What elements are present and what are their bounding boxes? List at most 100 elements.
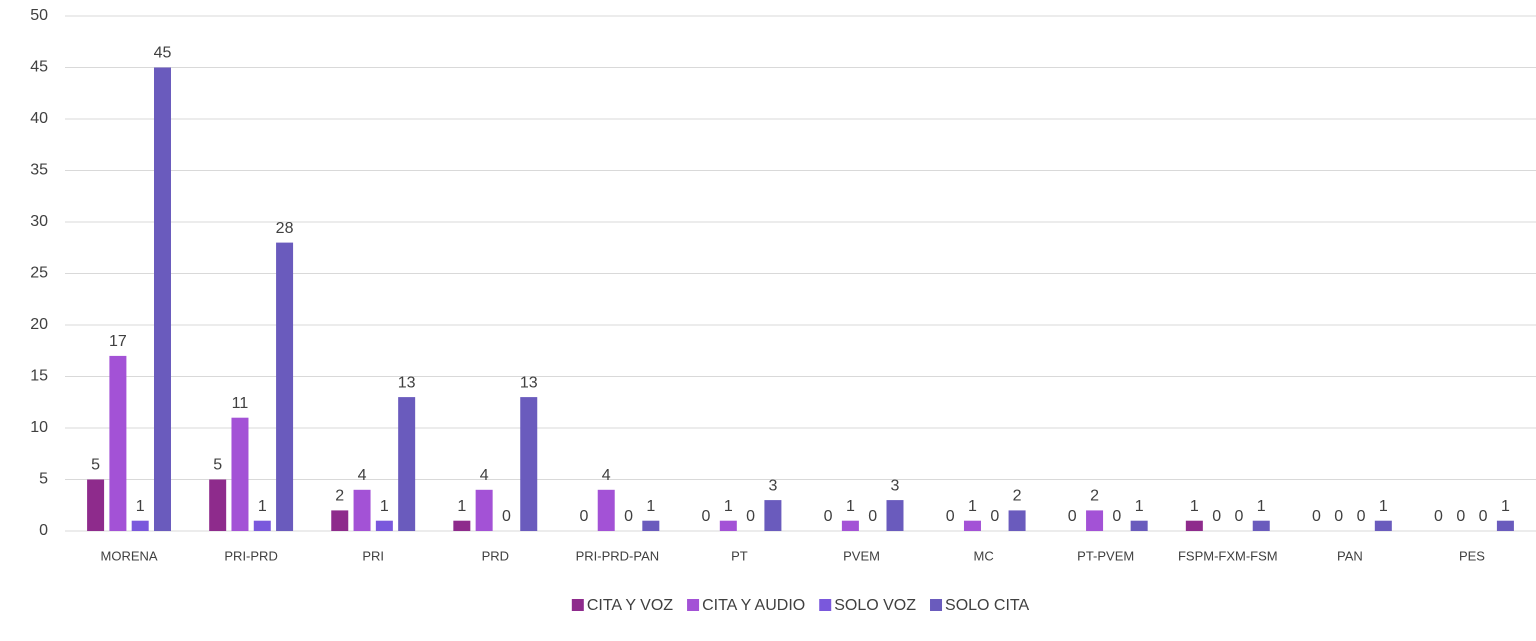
data-label: 0 [502, 508, 511, 525]
legend-label: SOLO CITA [945, 597, 1029, 614]
y-tick-label: 10 [30, 419, 48, 436]
bar [1374, 520, 1392, 531]
data-label: 4 [358, 467, 367, 484]
bar [131, 520, 149, 531]
legend: CITA Y VOZ CITA Y AUDIO SOLO VOZ SOLO CITA [571, 597, 1030, 614]
bar [963, 520, 981, 531]
data-label: 1 [1190, 498, 1199, 515]
y-tick-label: 40 [30, 110, 48, 127]
data-label: 0 [946, 508, 955, 525]
bar [109, 355, 127, 531]
y-tick-label: 30 [30, 213, 48, 230]
legend-swatch [930, 599, 943, 611]
data-label: 13 [520, 374, 538, 391]
bar [276, 242, 294, 531]
data-label: 1 [724, 498, 733, 515]
bar [253, 520, 271, 531]
data-label: 11 [232, 395, 249, 412]
bar [331, 510, 349, 531]
data-label: 1 [846, 498, 855, 515]
y-tick-label: 50 [30, 7, 48, 24]
legend-label: CITA Y AUDIO [702, 597, 805, 614]
data-label: 0 [824, 508, 833, 525]
data-label: 4 [480, 467, 489, 484]
data-label: 0 [1434, 508, 1443, 525]
bar [353, 489, 371, 531]
y-tick-label: 45 [30, 59, 48, 76]
data-label: 1 [1257, 498, 1266, 515]
x-tick-label: PAN [1337, 548, 1363, 563]
data-label: 3 [768, 477, 777, 494]
data-label: 1 [646, 498, 655, 515]
data-label: 0 [1234, 508, 1243, 525]
y-tick-label: 25 [30, 265, 48, 282]
x-tick-label: MC [974, 548, 994, 563]
data-label: 0 [579, 508, 588, 525]
bar [475, 489, 493, 531]
data-label: 28 [276, 220, 294, 237]
bar [1252, 520, 1270, 531]
data-label: 0 [1479, 508, 1488, 525]
data-label: 2 [1090, 488, 1099, 505]
y-tick-label: 35 [30, 162, 48, 179]
bar [1086, 510, 1104, 531]
x-tick-label: PRI-PRD-PAN [576, 548, 660, 563]
x-tick-label: PT-PVEM [1077, 548, 1134, 563]
data-label: 1 [258, 498, 267, 515]
x-tick-label: PVEM [843, 548, 880, 563]
data-label: 0 [990, 508, 999, 525]
x-tick-label: PRD [482, 548, 509, 563]
y-tick-label: 0 [39, 522, 48, 539]
y-tick-label: 15 [30, 368, 48, 385]
data-label: 1 [457, 498, 466, 515]
data-label: 0 [746, 508, 755, 525]
y-tick-label: 20 [30, 316, 48, 333]
bar [1130, 520, 1148, 531]
bar [398, 397, 416, 531]
bar [87, 479, 105, 531]
bar [153, 67, 171, 531]
x-tick-label: PRI-PRD [224, 548, 277, 563]
data-label: 0 [1068, 508, 1077, 525]
data-label: 13 [398, 374, 416, 391]
x-tick-label: PRI [362, 548, 384, 563]
data-label: 1 [1501, 498, 1510, 515]
bar [886, 500, 904, 531]
data-label: 0 [1357, 508, 1366, 525]
x-tick-label: PES [1459, 548, 1485, 563]
legend-label: CITA Y VOZ [587, 597, 673, 614]
data-label: 3 [891, 477, 900, 494]
data-label: 0 [1312, 508, 1321, 525]
data-label: 0 [1112, 508, 1121, 525]
data-label: 5 [91, 457, 100, 474]
data-label: 1 [1135, 498, 1144, 515]
data-label: 4 [602, 467, 611, 484]
data-label: 1 [380, 498, 389, 515]
bar [841, 520, 859, 531]
bar [231, 417, 249, 531]
bar [1496, 520, 1514, 531]
data-label: 0 [1334, 508, 1343, 525]
data-label: 1 [968, 498, 977, 515]
legend-label: SOLO VOZ [834, 597, 916, 614]
bar [520, 397, 538, 531]
x-tick-label: MORENA [101, 548, 158, 563]
x-tick-label: FSPM-FXM-FSM [1178, 548, 1278, 563]
data-label: 17 [109, 333, 127, 350]
bar [719, 520, 737, 531]
legend-swatch [819, 599, 832, 611]
data-label: 0 [1212, 508, 1221, 525]
x-tick-label: PT [731, 548, 748, 563]
bar [453, 520, 471, 531]
bar [642, 520, 660, 531]
legend-swatch [687, 599, 700, 611]
data-label: 0 [624, 508, 633, 525]
data-label: 2 [335, 488, 344, 505]
data-label: 1 [1379, 498, 1388, 515]
data-label: 0 [1456, 508, 1465, 525]
data-label: 45 [154, 45, 172, 62]
data-label: 5 [213, 457, 222, 474]
bar [1185, 520, 1203, 531]
legend-swatch [571, 599, 584, 611]
